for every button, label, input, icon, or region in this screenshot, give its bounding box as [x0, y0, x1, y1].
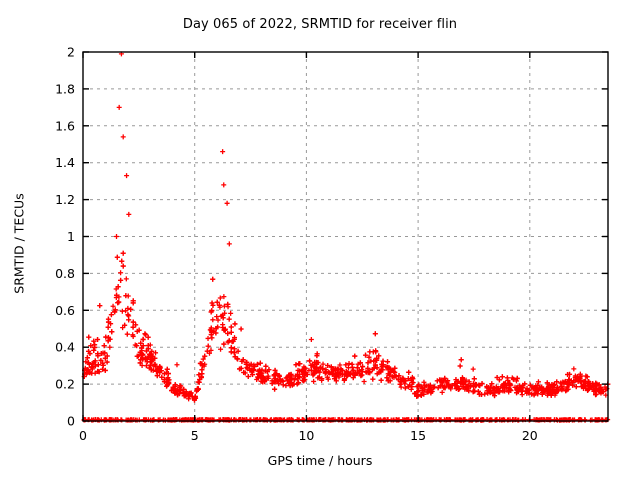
gridlines: [83, 52, 608, 421]
y-tick-label: 1.2: [55, 192, 75, 207]
y-tick-label: 0.8: [55, 266, 75, 281]
y-tick-label: 2: [67, 45, 75, 60]
data-points-layer: [81, 51, 611, 423]
axis-tick-labels: 00.20.40.60.811.21.41.61.820 5 10 15 20: [55, 45, 538, 444]
x-tick-label: 10: [298, 428, 314, 443]
x-axis-label: GPS time / hours: [267, 453, 373, 468]
chart-title: Day 065 of 2022, SRMTID for receiver fli…: [182, 17, 458, 32]
y-tick-label: 1.8: [55, 81, 75, 96]
x-tick-label: 5: [191, 428, 199, 443]
x-tick-label: 0: [79, 428, 87, 443]
y-tick-label: 0.6: [55, 303, 75, 318]
x-tick-label: 20: [522, 428, 538, 443]
y-tick-label: 0.2: [55, 377, 75, 392]
x-tick-label: 15: [410, 428, 426, 443]
axis-ticks: [82, 51, 608, 422]
y-tick-label: 1.4: [55, 155, 75, 170]
y-tick-label: 1: [67, 229, 75, 244]
y-tick-label: 0: [67, 414, 75, 429]
y-tick-label: 1.6: [55, 118, 75, 133]
y-tick-label: 0.4: [55, 340, 75, 355]
